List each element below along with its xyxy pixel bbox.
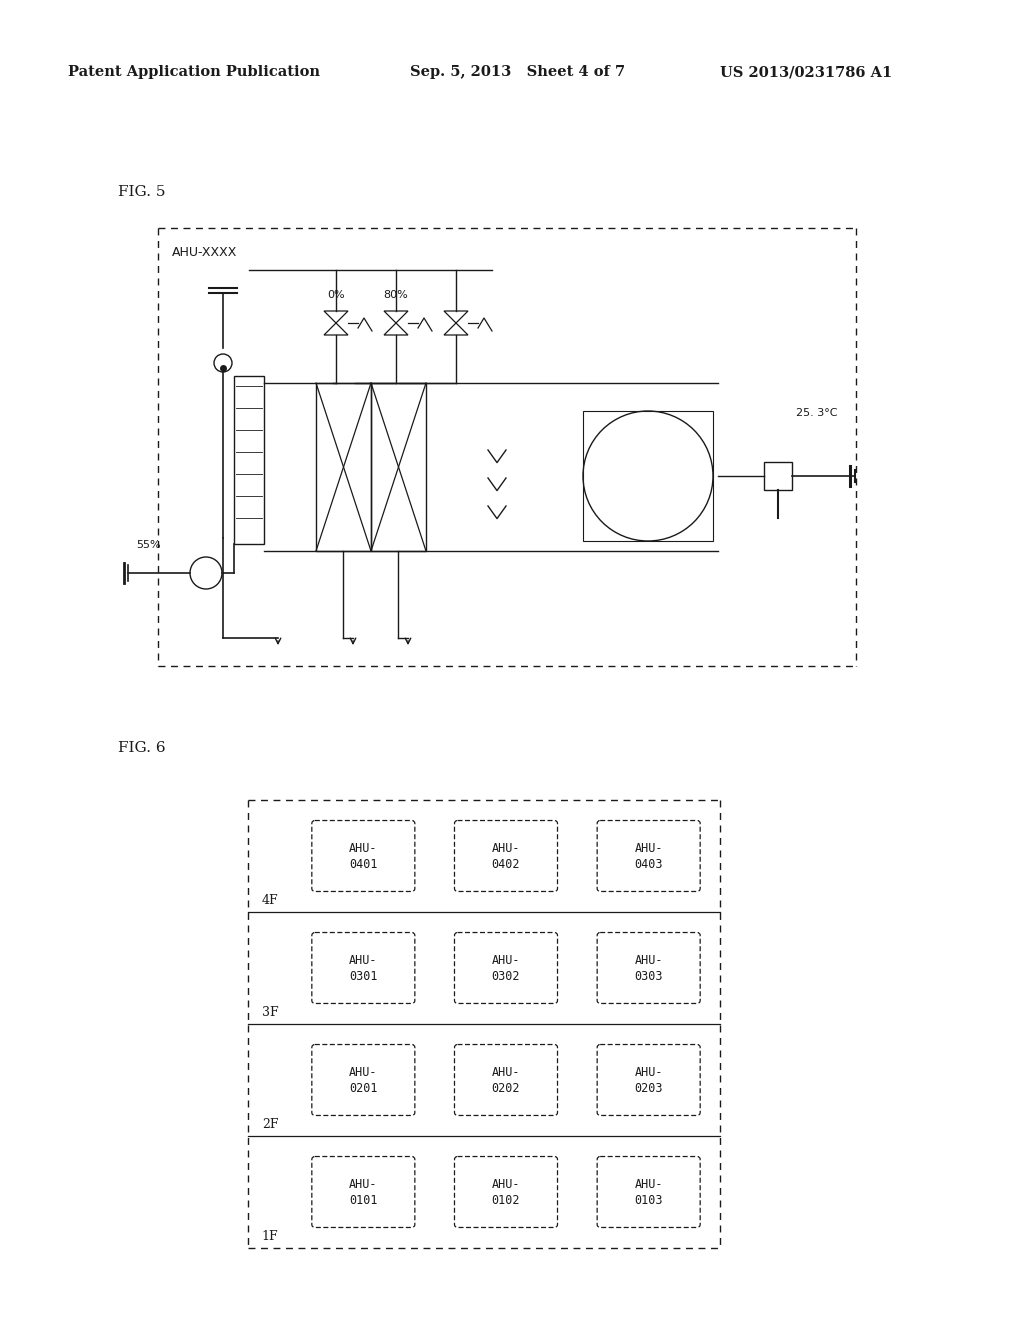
- Text: AHU-
0301: AHU- 0301: [349, 953, 378, 982]
- Text: AHU-
0202: AHU- 0202: [492, 1065, 520, 1094]
- Text: 80%: 80%: [384, 290, 409, 300]
- Text: AHU-
0402: AHU- 0402: [492, 842, 520, 870]
- Text: AHU-
0201: AHU- 0201: [349, 1065, 378, 1094]
- Bar: [234, 376, 264, 544]
- Text: Patent Application Publication: Patent Application Publication: [68, 65, 319, 79]
- Bar: [316, 383, 371, 550]
- Text: AHU-
0401: AHU- 0401: [349, 842, 378, 870]
- Text: AHU-
0303: AHU- 0303: [635, 953, 663, 982]
- Text: 4F: 4F: [262, 894, 279, 907]
- Text: 2F: 2F: [262, 1118, 279, 1130]
- Text: AHU-
0101: AHU- 0101: [349, 1177, 378, 1206]
- Text: FIG. 6: FIG. 6: [118, 741, 166, 755]
- Text: AHU-
0403: AHU- 0403: [635, 842, 663, 870]
- Text: AHU-XXXX: AHU-XXXX: [172, 246, 238, 259]
- Text: US 2013/0231786 A1: US 2013/0231786 A1: [720, 65, 892, 79]
- Text: 25. 3°C: 25. 3°C: [796, 408, 838, 418]
- Text: 55%: 55%: [136, 540, 161, 550]
- Text: Sep. 5, 2013   Sheet 4 of 7: Sep. 5, 2013 Sheet 4 of 7: [410, 65, 625, 79]
- Text: 0%: 0%: [328, 290, 345, 300]
- Text: AHU-
0203: AHU- 0203: [635, 1065, 663, 1094]
- Text: AHU-
0103: AHU- 0103: [635, 1177, 663, 1206]
- Text: AHU-
0302: AHU- 0302: [492, 953, 520, 982]
- Bar: [764, 462, 792, 490]
- Text: FIG. 5: FIG. 5: [118, 185, 166, 199]
- Bar: [371, 383, 426, 550]
- Bar: [583, 411, 713, 541]
- Text: AHU-
0102: AHU- 0102: [492, 1177, 520, 1206]
- Text: 3F: 3F: [262, 1006, 279, 1019]
- Text: 1F: 1F: [262, 1229, 279, 1242]
